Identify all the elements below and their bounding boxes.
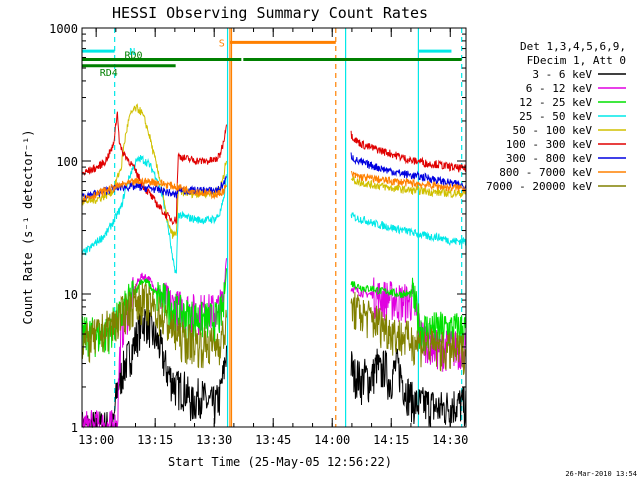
legend-label: 25 - 50 keV [519, 110, 592, 123]
legend-header-line-2: FDecim 1, Att 0 [527, 54, 626, 67]
x-tick-label: 13:30 [196, 433, 232, 447]
x-tick-label: 14:30 [432, 433, 468, 447]
legend-label: 50 - 100 keV [513, 124, 593, 137]
y-axis-label: Count Rate (s⁻¹ detector⁻¹) [21, 129, 35, 324]
legend-label: 3 - 6 keV [532, 68, 592, 81]
x-tick-label: 14:15 [373, 433, 409, 447]
legend-label: 6 - 12 keV [526, 82, 593, 95]
x-tick-label: 13:15 [137, 433, 173, 447]
legend: Det 1,3,4,5,6,9, FDecim 1, Att 0 3 - 6 k… [486, 40, 626, 193]
flag-label-rd4: RD4 [100, 68, 118, 79]
y-tick-label: 10 [64, 288, 78, 302]
legend-label: 100 - 300 keV [506, 138, 592, 151]
x-tick-label: 13:00 [78, 433, 114, 447]
x-axis-label: Start Time (25-May-05 12:56:22) [168, 455, 392, 469]
series-line-8 [81, 170, 467, 204]
y-tick-label: 100 [56, 155, 78, 169]
series-line-3 [81, 268, 467, 358]
chart-title: HESSI Observing Summary Count Rates [112, 4, 428, 22]
y-tick-label: 1 [71, 421, 78, 435]
series-line-6 [81, 111, 467, 226]
x-tick-label: 14:00 [314, 433, 350, 447]
y-tick-label: 1000 [49, 22, 78, 36]
legend-label: 300 - 800 keV [506, 152, 592, 165]
legend-header-line-1: Det 1,3,4,5,6,9, [520, 40, 626, 53]
plot-frame [81, 27, 467, 428]
series-line-5 [81, 103, 467, 239]
legend-label: 7000 - 20000 keV [486, 180, 592, 193]
series-line-9 [81, 282, 467, 375]
flag-label-n: N [129, 47, 135, 58]
legend-label: 800 - 7000 keV [499, 166, 592, 179]
legend-label: 12 - 25 keV [519, 96, 592, 109]
x-tick-label: 13:45 [255, 433, 291, 447]
flag-label-s: S [219, 38, 225, 49]
flag-label-rd0: RD0 [124, 50, 142, 61]
date-stamp: 26-Mar-2010 13:54 [565, 470, 637, 478]
series-line-4 [81, 154, 467, 274]
